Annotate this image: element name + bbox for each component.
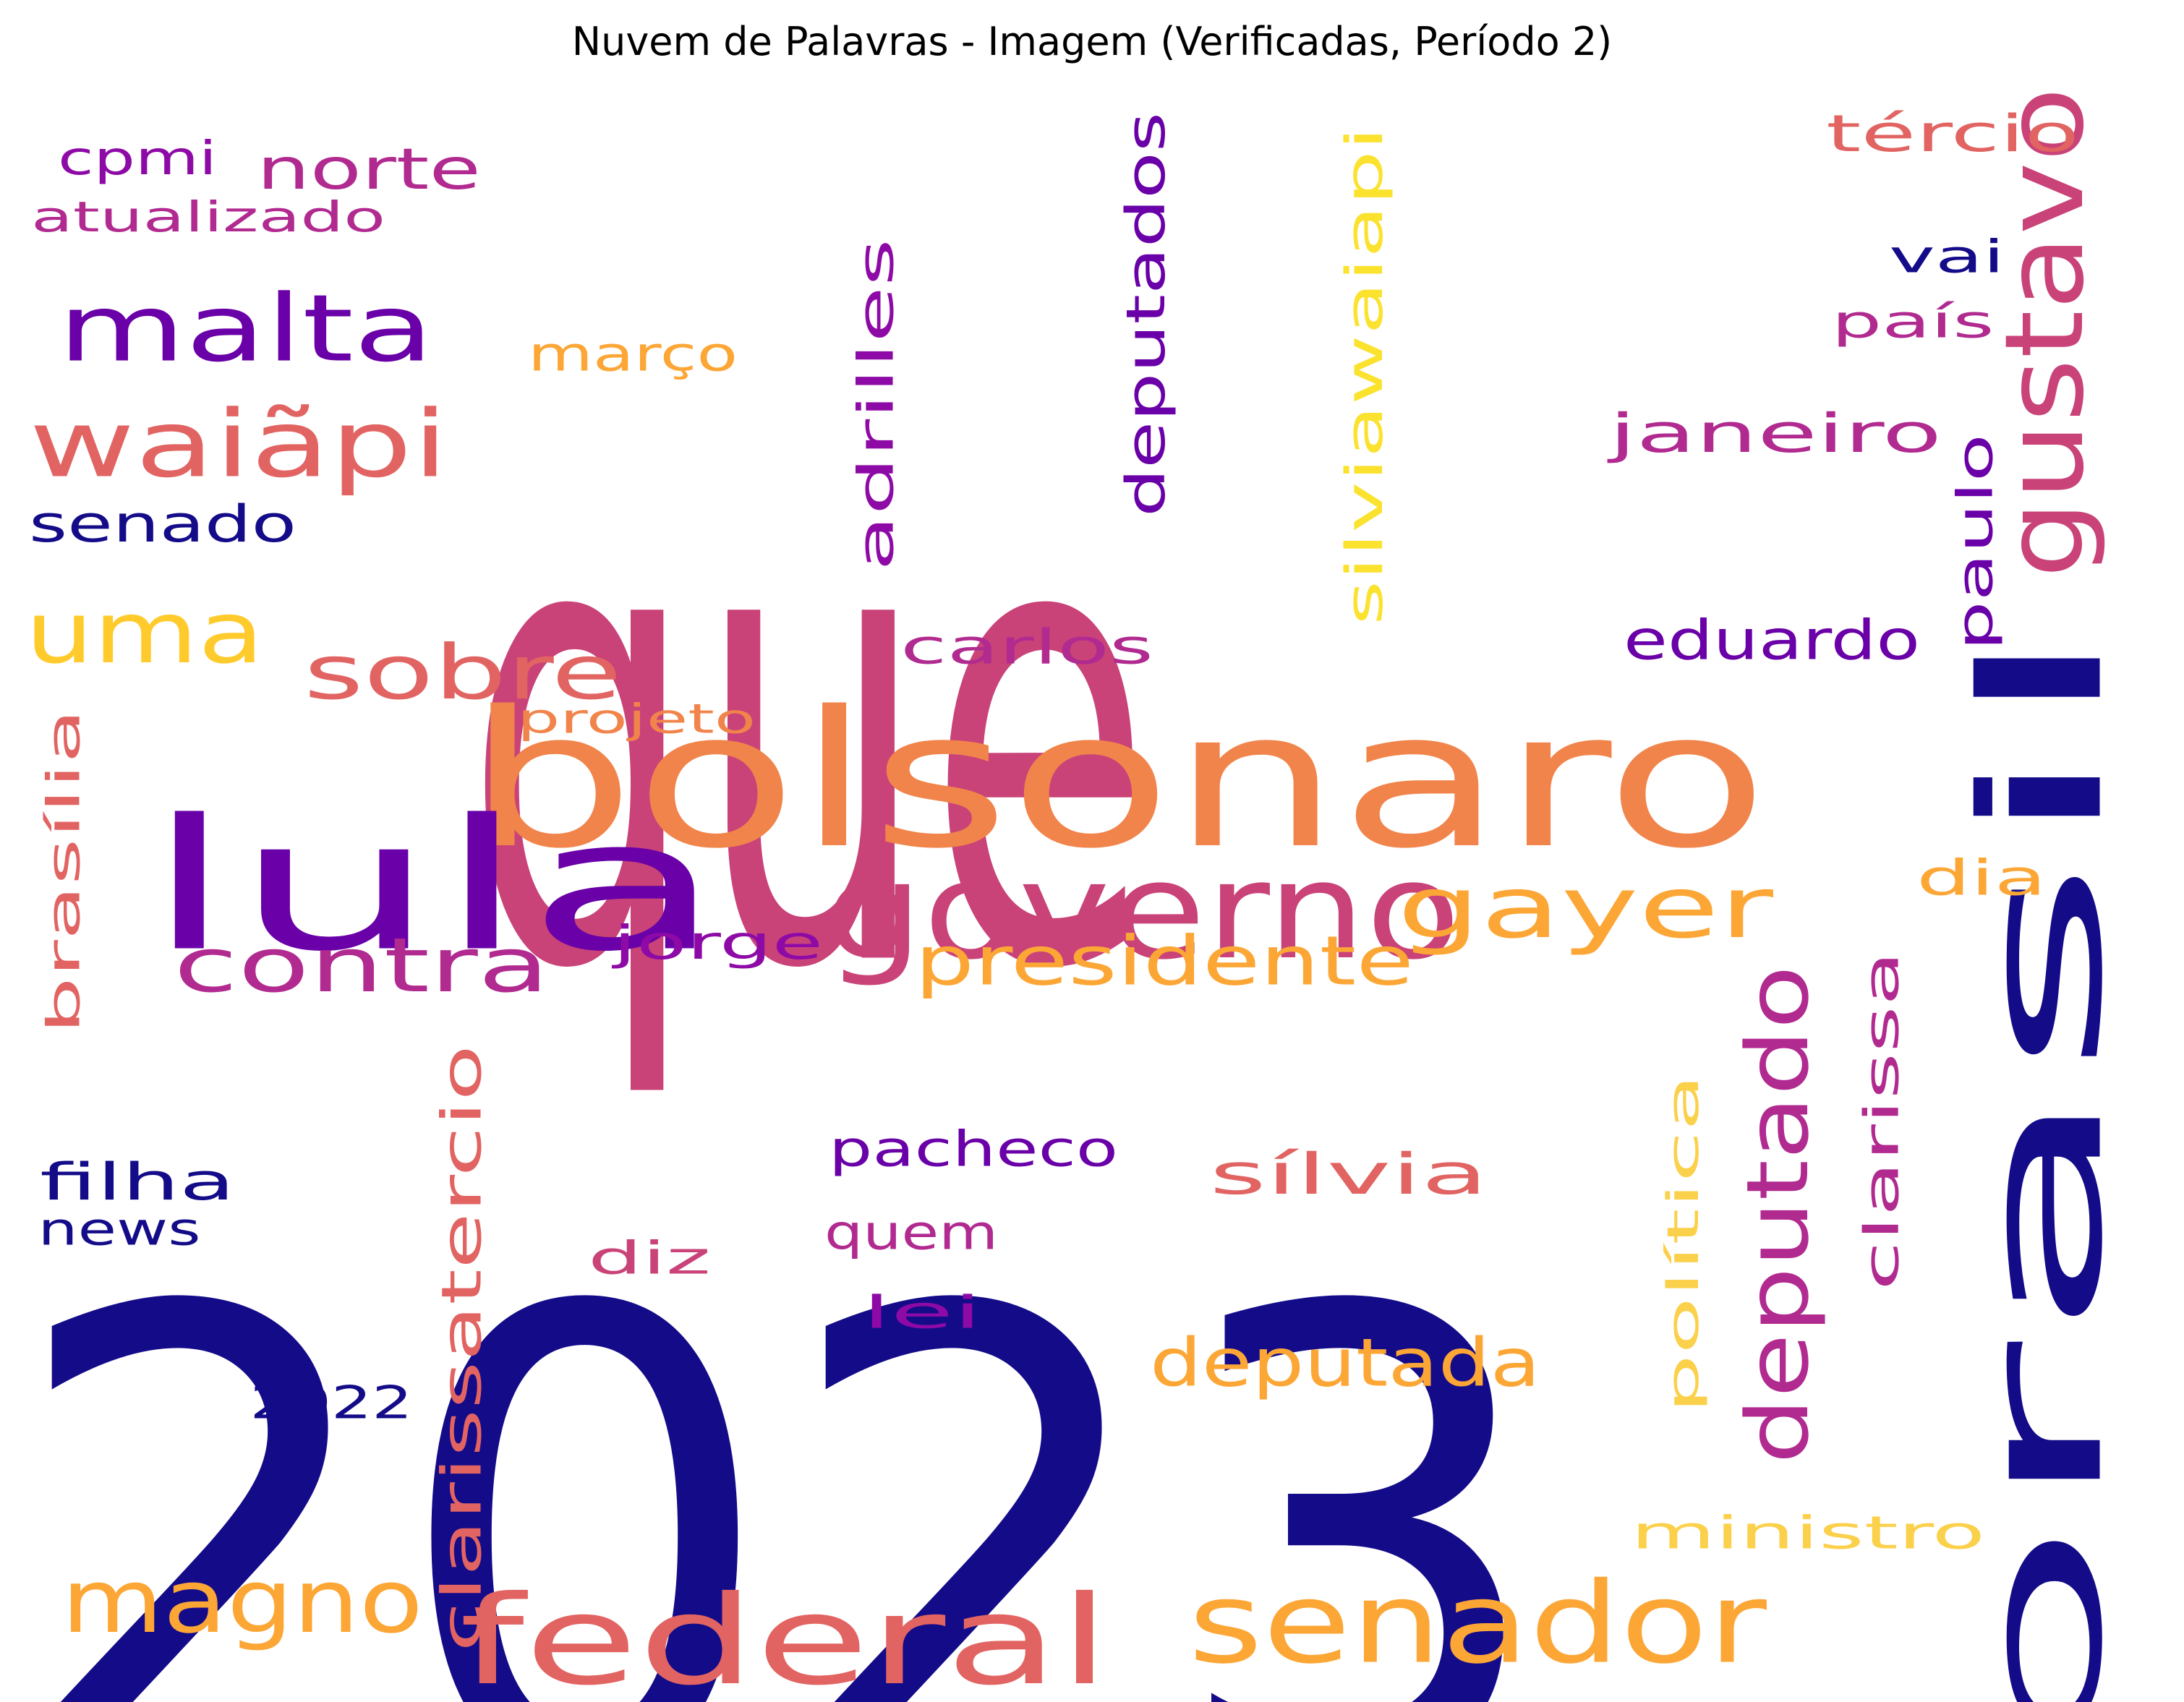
word-25: eduardo [1624,608,1920,672]
word-6: federal [459,1570,1110,1702]
word-26: paulo [1948,434,2005,651]
word-9: malta [58,275,434,383]
word-30: senado [29,495,297,554]
word-35: jorge [610,917,823,970]
word-47: vai [1889,231,2005,283]
word-4: brasil [1947,618,2140,1702]
figure-title: Nuvem de Palavras - Imagem (Verificadas,… [572,19,1613,64]
word-10: waiãpi [29,391,448,499]
word-12: uma [25,583,264,683]
word-34: pacheco [829,1121,1118,1179]
word-41: diz [588,1232,711,1285]
word-28: política [1658,1074,1709,1414]
word-2: bolsonaro [466,672,1768,890]
word-36: março [528,327,738,382]
word-44: news [38,1203,201,1256]
word-7: senador [1188,1558,1767,1689]
word-14: deputado [1728,965,1827,1464]
word-49: projeto [517,696,756,743]
word-31: brasília [38,709,90,1034]
word-18: deputada [1150,1325,1540,1402]
word-27: clarissa [1854,951,1910,1291]
word-13: gayer [1397,858,1774,957]
word-17: presidente [915,923,1414,1001]
word-3: lula [145,781,723,991]
word-23: janeiro [1606,403,1942,465]
word-42: cpmi [58,132,217,186]
word-15: contra [174,921,550,1009]
word-38: filha [40,1153,235,1212]
word-19: clarissatercio [430,1045,494,1652]
word-8: gustavo [1982,87,2108,578]
word-21: deputados [1115,112,1177,517]
word-37: ministro [1631,1507,1985,1560]
word-24: sílvia [1210,1142,1488,1207]
word-22: adrilles [848,239,905,571]
word-32: tércio [1826,104,2079,163]
word-39: quem [824,1205,998,1261]
word-1: 2023 [4,1177,1552,1702]
word-29: norte [257,137,481,202]
word-40: dia [1916,850,2047,907]
word-16: sobre [304,628,622,717]
word-33: carlos [900,620,1153,675]
word-48: atualizado [31,192,385,241]
word-46: lei [863,1286,982,1339]
word-0: que [465,367,1152,1108]
word-20: silviawaiapi [1335,127,1394,625]
word-11: magno [61,1550,423,1653]
word-45: 2022 [250,1377,413,1429]
word-5: governo [824,833,1461,989]
word-43: país [1832,296,1995,348]
